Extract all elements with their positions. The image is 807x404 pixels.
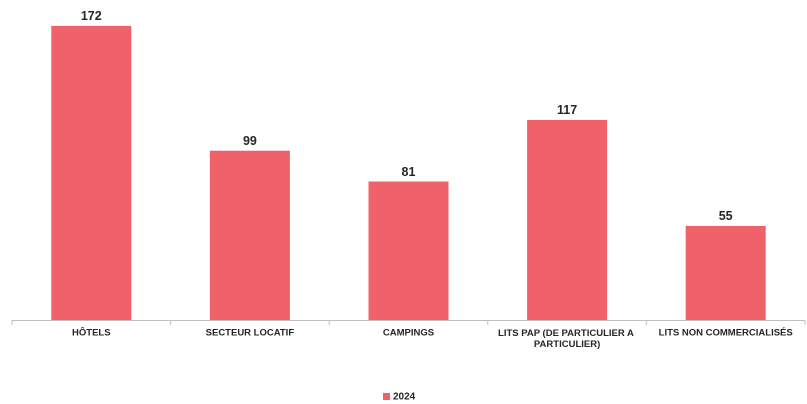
bar xyxy=(368,181,449,320)
value-label: 172 xyxy=(81,9,102,23)
x-tick-label: LITS PAP (DE PARTICULIER A PARTICULIER) xyxy=(498,328,636,350)
bar xyxy=(527,119,608,321)
legend-label: 2024 xyxy=(393,392,416,403)
value-label: 99 xyxy=(243,134,257,148)
value-label: 55 xyxy=(719,209,733,223)
x-tick-label: LITS NON COMMERCIALISÉS xyxy=(659,328,793,339)
legend-swatch xyxy=(383,393,390,400)
bar xyxy=(51,25,132,320)
value-label: 117 xyxy=(557,103,577,117)
x-tick-label: SECTEUR LOCATIF xyxy=(206,328,295,339)
x-tick-label: HÔTELS xyxy=(72,327,111,339)
value-label: 81 xyxy=(402,165,416,179)
bar xyxy=(209,150,290,320)
bar xyxy=(685,225,766,320)
x-tick-label: CAMPINGS xyxy=(383,328,434,339)
